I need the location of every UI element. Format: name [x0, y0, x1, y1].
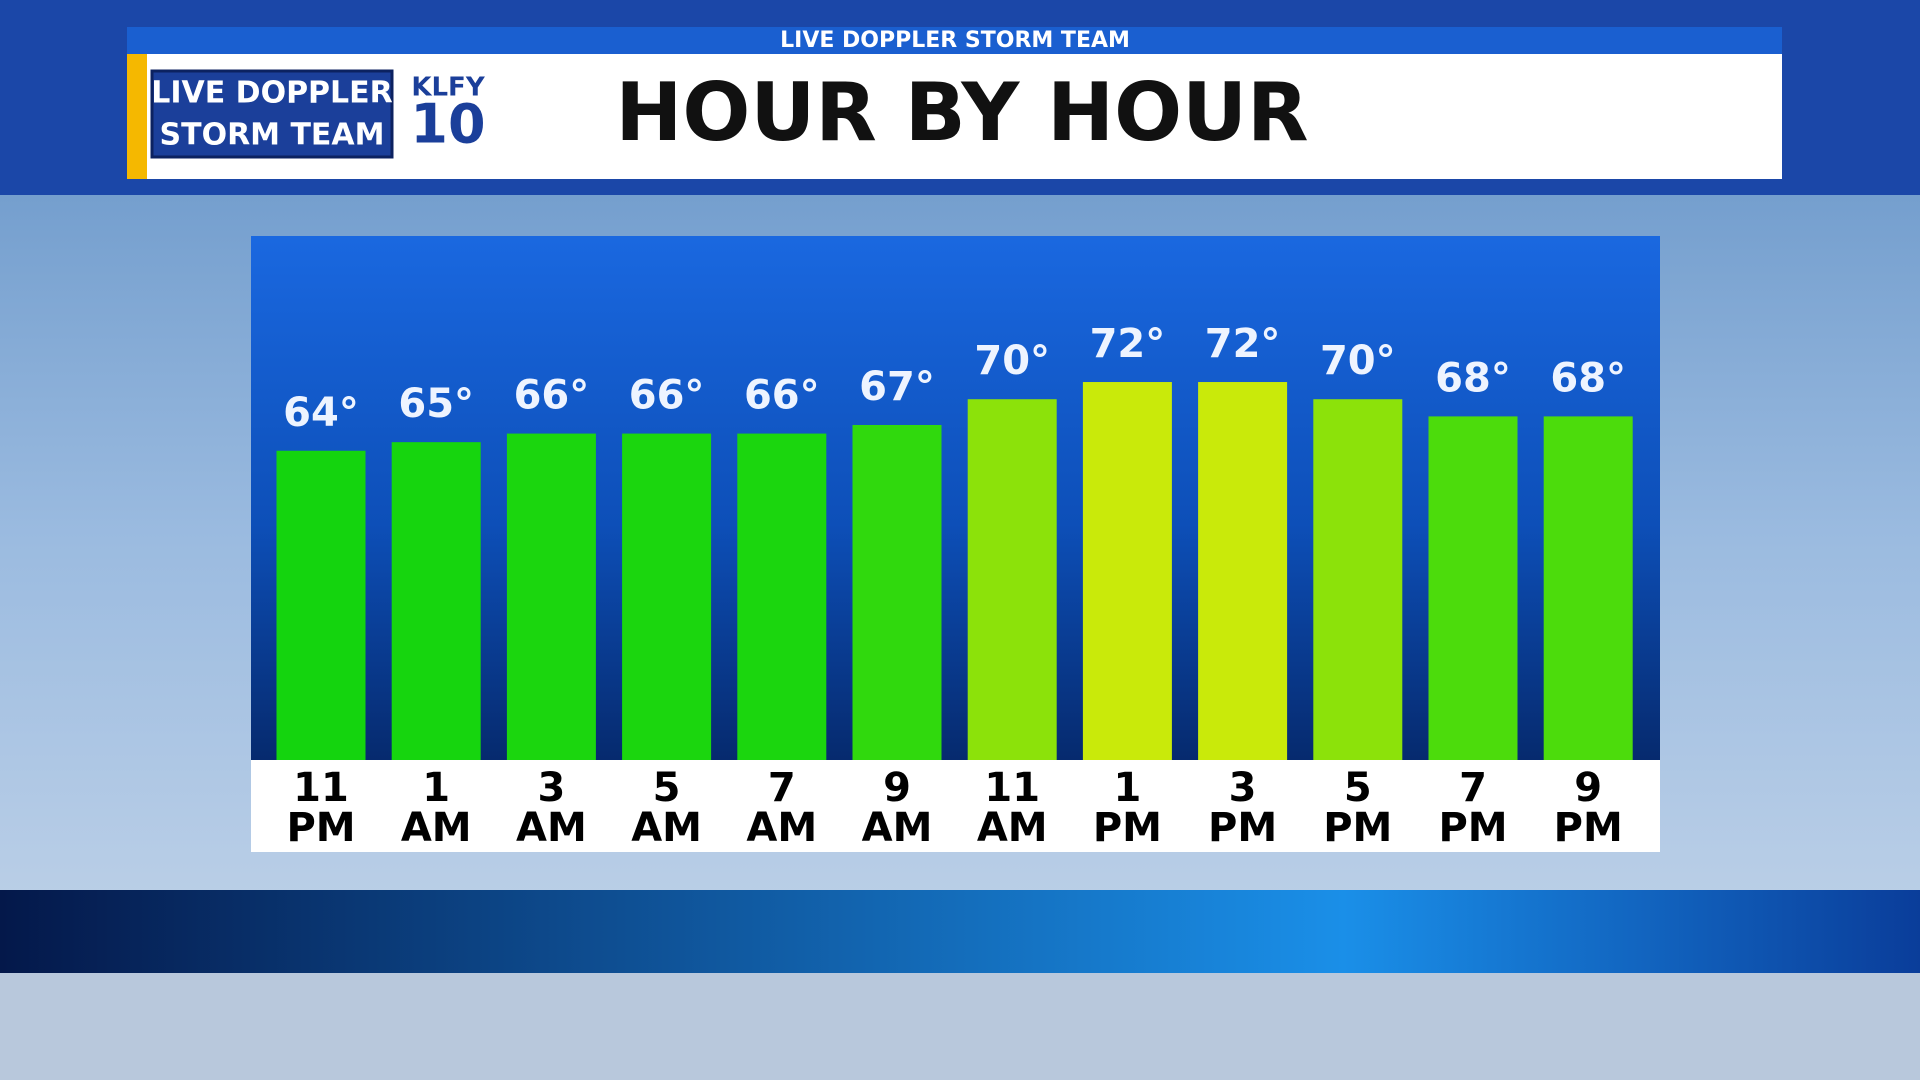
x-tick-label: PM: [1208, 805, 1277, 851]
x-tick-label: 5: [1344, 765, 1372, 811]
x-tick-label: PM: [1323, 805, 1392, 851]
chart-panel: [251, 236, 1660, 760]
x-tick-label: AM: [631, 805, 702, 851]
value-label: 66°: [744, 373, 820, 419]
x-tick-label: 1: [422, 765, 450, 811]
x-tick-label: 3: [1229, 765, 1257, 811]
bar: [1198, 382, 1288, 760]
x-tick-label: PM: [1438, 805, 1507, 851]
x-tick-label: AM: [746, 805, 817, 851]
label-panel: [251, 760, 1660, 852]
x-tick-label: PM: [1554, 805, 1623, 851]
x-tick-label: 5: [653, 765, 681, 811]
bar: [1082, 382, 1172, 760]
x-tick-label: 11: [984, 765, 1040, 811]
bar: [852, 424, 942, 760]
x-tick-label: AM: [516, 805, 587, 851]
accent: [127, 54, 147, 179]
channel-text: 10: [410, 93, 485, 156]
x-tick-label: 11: [293, 765, 349, 811]
logo-box: [150, 69, 394, 159]
logo-text: LIVE DOPPLER: [151, 76, 393, 111]
x-tick-label: AM: [862, 805, 933, 851]
x-tick-label: PM: [286, 805, 355, 851]
x-tick-label: PM: [1093, 805, 1162, 851]
bar: [1428, 416, 1518, 760]
bar: [391, 442, 481, 760]
strip-text: LIVE DOPPLER STORM TEAM: [780, 28, 1130, 53]
value-label: 65°: [398, 381, 474, 427]
bar: [506, 433, 596, 760]
x-tick-label: AM: [977, 805, 1048, 851]
logo-text: STORM TEAM: [160, 118, 385, 153]
station-text: KLFY: [411, 73, 485, 103]
bar: [1313, 399, 1403, 760]
value-label: 68°: [1550, 355, 1626, 401]
top-strip: [127, 27, 1782, 54]
x-tick-label: 3: [537, 765, 565, 811]
x-tick-label: AM: [401, 805, 472, 851]
value-label: 66°: [514, 373, 590, 419]
value-label: 64°: [283, 390, 359, 436]
lower-area: [0, 973, 1920, 1080]
bar: [967, 399, 1057, 760]
x-tick-label: 9: [883, 765, 911, 811]
lower-band: [0, 890, 1920, 973]
x-tick-label: 7: [768, 765, 796, 811]
title-bar: [127, 54, 1782, 179]
x-tick-label: 7: [1459, 765, 1487, 811]
bar: [622, 433, 712, 760]
value-label: 67°: [859, 364, 935, 410]
bar: [276, 450, 366, 760]
bar: [1543, 416, 1633, 760]
value-label: 70°: [974, 338, 1050, 384]
page-title: HOUR BY HOUR: [615, 66, 1308, 159]
value-label: 72°: [1205, 321, 1281, 367]
x-tick-label: 1: [1113, 765, 1141, 811]
value-label: 68°: [1435, 355, 1511, 401]
value-label: 66°: [629, 373, 705, 419]
x-tick-label: 9: [1574, 765, 1602, 811]
bar: [737, 433, 827, 760]
value-label: 72°: [1090, 321, 1166, 367]
value-label: 70°: [1320, 338, 1396, 384]
